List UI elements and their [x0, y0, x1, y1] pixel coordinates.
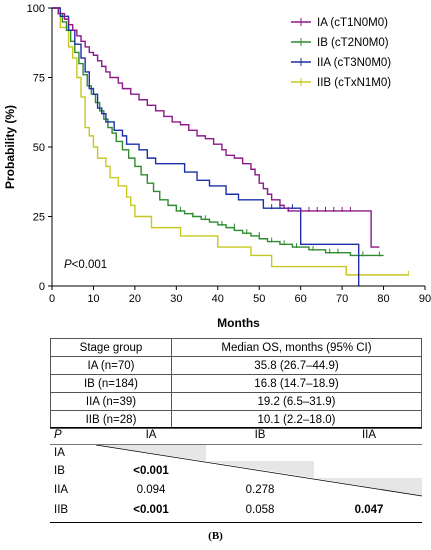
- table-cell-median: 19.2 (6.5–31.9): [171, 392, 422, 411]
- legend: IA (cT1N0M0) IB (cT2N0M0) IIA (cT3N0M0) IIB…: [291, 17, 391, 89]
- y-tick-label: 25: [33, 212, 45, 224]
- legend-entry: IIA (cT3N0M0): [317, 57, 391, 69]
- table-cell-stage: IA (n=70): [50, 356, 172, 375]
- pmatrix-cell-iib-ia: <0.001: [133, 504, 169, 516]
- x-tick-label: 10: [87, 293, 99, 305]
- x-tick-label: 0: [49, 293, 55, 305]
- axes: 0 10 20 30 40 50 60 70 80 90 0 25 50 75 100 Months Proba…: [3, 3, 431, 330]
- table-header-stage: Stage group: [50, 338, 172, 357]
- table-header-median: Median OS, months (95% CI): [171, 338, 422, 357]
- diagonal-shading: [95, 444, 422, 497]
- series-line-3: [52, 7, 360, 286]
- km-chart: 0 10 20 30 40 50 60 70 80 90 0 25 50 75 100 Months Proba…: [3, 3, 431, 330]
- x-tick-label: 60: [295, 293, 307, 305]
- pmatrix-cell-iia-ib: 0.278: [245, 484, 275, 496]
- legend-entry: IA (cT1N0M0): [317, 17, 388, 29]
- y-tick-label: 0: [39, 281, 45, 293]
- x-tick-label: 70: [336, 293, 348, 305]
- table-header-row: Stage group Median OS, months (95% CI): [50, 338, 422, 357]
- series-line-1: [52, 7, 380, 248]
- p-value-annotation: P<0.001: [64, 259, 107, 271]
- pmatrix-col-iia: IIA: [361, 429, 377, 441]
- table-row: IB (n=184) 16.8 (14.7–18.9): [50, 374, 422, 393]
- x-tick-label: 80: [377, 293, 389, 305]
- legend-entry: IB (cT2N0M0): [317, 37, 389, 49]
- y-axis-title: Probability (%): [3, 105, 17, 189]
- table-cell-stage: IIA (n=39): [50, 392, 172, 411]
- table-cell-median: 10.1 (2.2–18.0): [171, 410, 422, 429]
- pmatrix-row-ia: IA: [54, 447, 65, 459]
- pmatrix-row-iia: IIA: [54, 484, 69, 496]
- x-axis-title: Months: [217, 316, 260, 330]
- pmatrix-row-iib: IIB: [54, 504, 69, 516]
- median-os-table: Stage group Median OS, months (95% CI) I…: [50, 338, 422, 429]
- x-tick-label: 30: [170, 293, 182, 305]
- pmatrix-col-ib: IB: [254, 429, 266, 441]
- pmatrix-corner: P: [54, 429, 62, 441]
- table-cell-stage: IIB (n=28): [50, 410, 172, 429]
- table-row: IIB (n=28) 10.1 (2.2–18.0): [50, 410, 422, 429]
- pmatrix-cell-iib-ib: 0.058: [245, 504, 275, 516]
- y-tick-label: 100: [27, 3, 45, 15]
- y-tick-label: 75: [33, 73, 45, 85]
- table-cell-median: 35.8 (26.7–44.9): [171, 356, 422, 375]
- x-tick-label: 20: [129, 293, 141, 305]
- x-tick-label: 40: [212, 293, 224, 305]
- pmatrix-col-ia: IA: [145, 429, 157, 441]
- table-cell-median: 16.8 (14.7–18.9): [171, 374, 422, 393]
- pvalue-matrix: P IA IB IIA IA IB <0.001 IIA 0.094 0.278…: [50, 427, 422, 523]
- y-tick-label: 50: [33, 142, 45, 154]
- pmatrix-row-ib: IB: [54, 465, 65, 477]
- legend-entry: IIB (cTxN1M0): [317, 77, 391, 89]
- table-row: IA (n=70) 35.8 (26.7–44.9): [50, 356, 422, 375]
- pmatrix-cell-iib-iia: 0.047: [354, 504, 384, 516]
- x-tick-label: 90: [419, 293, 431, 305]
- x-tick-label: 50: [253, 293, 265, 305]
- plot-area: [52, 7, 409, 286]
- series-line-2: [52, 7, 384, 257]
- panel-label: (B): [208, 530, 223, 542]
- series-line-4: [52, 7, 409, 276]
- pmatrix-cell-ib-ia: <0.001: [133, 465, 169, 477]
- table-cell-stage: IB (n=184): [50, 374, 172, 393]
- table-row: IIA (n=39) 19.2 (6.5–31.9): [50, 392, 422, 411]
- pmatrix-cell-iia-ia: 0.094: [136, 484, 166, 496]
